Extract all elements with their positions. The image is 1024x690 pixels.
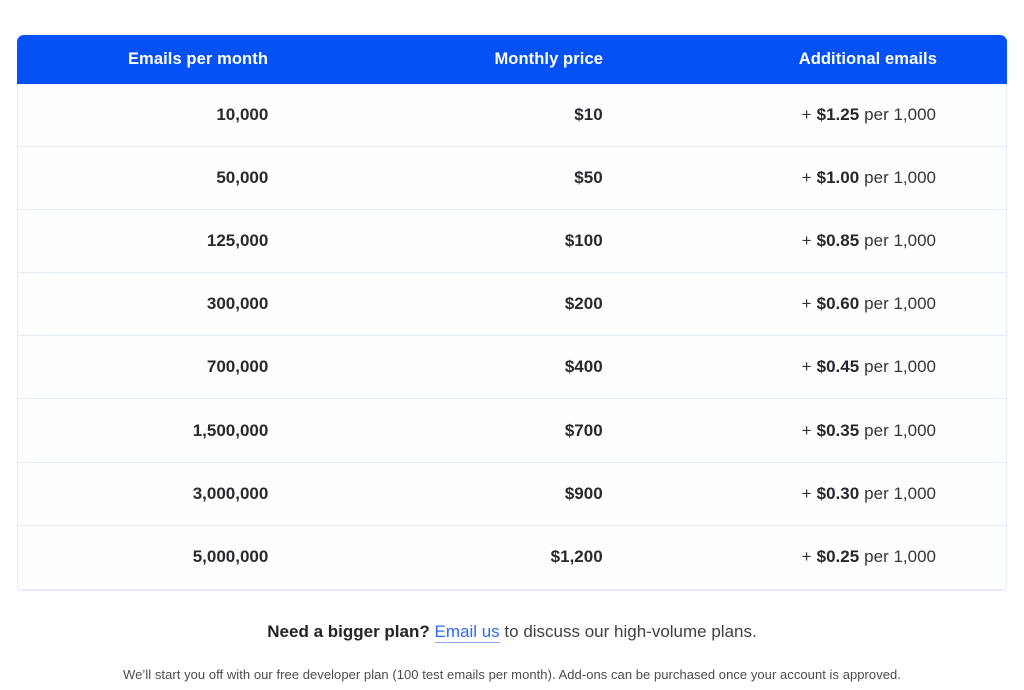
table-row: 300,000 $200 + $0.60 per 1,000 [18, 273, 1006, 337]
additional-prefix: + [801, 547, 812, 567]
column-header-monthly-price: Monthly price [494, 50, 603, 68]
emails-value: 1,500,000 [192, 420, 269, 440]
additional-suffix: per 1,000 [864, 420, 936, 440]
price-value: $700 [564, 420, 603, 440]
pricing-table-body: 10,000 $10 + $1.25 per 1,000 50,000 $50 … [17, 84, 1007, 591]
free-plan-footnote: We’ll start you off with our free develo… [123, 667, 901, 682]
pricing-table: Emails per month Monthly price Additiona… [17, 35, 1007, 591]
emails-value: 5,000,000 [192, 547, 269, 567]
emails-value: 10,000 [216, 105, 269, 125]
table-row: 700,000 $400 + $0.45 per 1,000 [18, 336, 1006, 400]
additional-prefix: + [801, 357, 812, 377]
additional-emails-value: + $1.25 per 1,000 [677, 105, 1006, 125]
additional-emails-value: + $0.25 per 1,000 [677, 547, 1006, 567]
price-value: $10 [574, 105, 603, 125]
price-value: $400 [564, 357, 603, 377]
table-row: 50,000 $50 + $1.00 per 1,000 [18, 147, 1006, 211]
additional-suffix: per 1,000 [864, 483, 936, 503]
additional-suffix: per 1,000 [864, 231, 936, 251]
pricing-table-header: Emails per month Monthly price Additiona… [17, 35, 1007, 84]
column-header-additional-emails: Additional emails [798, 50, 937, 68]
additional-prefix: + [801, 168, 812, 188]
additional-rate: $1.00 [816, 168, 860, 188]
additional-prefix: + [801, 483, 812, 503]
email-us-link[interactable]: Email us [434, 622, 500, 643]
emails-value: 300,000 [206, 294, 269, 314]
emails-value: 125,000 [206, 231, 269, 251]
additional-rate: $1.25 [816, 105, 860, 125]
emails-value: 3,000,000 [192, 483, 269, 503]
additional-prefix: + [801, 105, 812, 125]
additional-suffix: per 1,000 [864, 168, 936, 188]
additional-emails-value: + $1.00 per 1,000 [677, 168, 1006, 188]
additional-emails-value: + $0.60 per 1,000 [677, 294, 1006, 314]
table-row: 1,500,000 $700 + $0.35 per 1,000 [18, 399, 1006, 463]
price-value: $1,200 [550, 547, 603, 567]
additional-suffix: per 1,000 [864, 547, 936, 567]
bigger-plan-rest-text: to discuss our high-volume plans. [504, 622, 757, 641]
additional-emails-value: + $0.30 per 1,000 [677, 484, 1006, 504]
additional-emails-value: + $0.85 per 1,000 [677, 231, 1006, 251]
additional-rate: $0.25 [816, 547, 860, 567]
additional-prefix: + [801, 294, 812, 314]
additional-suffix: per 1,000 [864, 105, 936, 125]
additional-rate: $0.45 [816, 357, 860, 377]
additional-prefix: + [801, 420, 812, 440]
bigger-plan-callout: Need a bigger plan? Email us to discuss … [0, 622, 1024, 643]
table-row: 3,000,000 $900 + $0.30 per 1,000 [18, 463, 1006, 526]
column-header-emails-per-month: Emails per month [127, 50, 268, 68]
additional-rate: $0.30 [816, 483, 860, 503]
table-row: 10,000 $10 + $1.25 per 1,000 [18, 84, 1006, 148]
additional-emails-value: + $0.35 per 1,000 [677, 421, 1006, 441]
additional-suffix: per 1,000 [864, 357, 936, 377]
additional-rate: $0.60 [816, 294, 860, 314]
price-value: $900 [564, 483, 603, 503]
additional-emails-value: + $0.45 per 1,000 [677, 357, 1006, 377]
additional-prefix: + [801, 231, 812, 251]
additional-rate: $0.85 [816, 231, 860, 251]
additional-suffix: per 1,000 [864, 294, 936, 314]
bigger-plan-lead-text: Need a bigger plan? [267, 622, 430, 641]
table-row: 125,000 $100 + $0.85 per 1,000 [18, 210, 1006, 274]
additional-rate: $0.35 [816, 420, 860, 440]
table-row: 5,000,000 $1,200 + $0.25 per 1,000 [18, 526, 1006, 589]
price-value: $100 [564, 231, 603, 251]
emails-value: 50,000 [216, 168, 269, 188]
emails-value: 700,000 [206, 357, 269, 377]
price-value: $200 [564, 294, 603, 314]
price-value: $50 [574, 168, 603, 188]
